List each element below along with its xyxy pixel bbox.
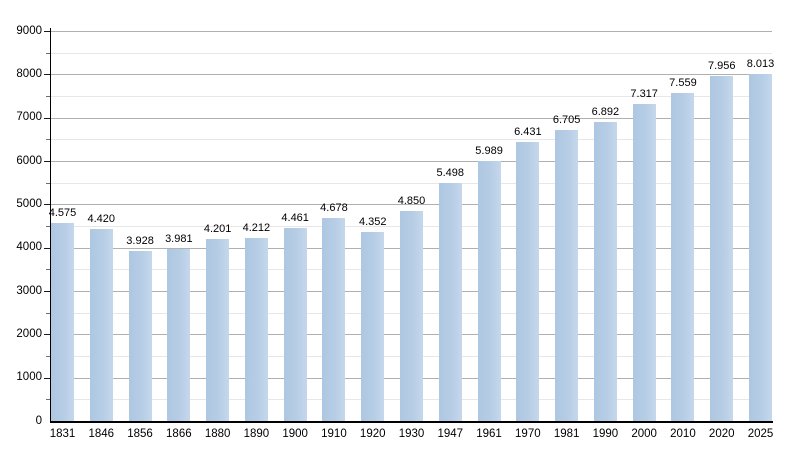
gridline-minor xyxy=(51,96,772,97)
x-tick-label: 1890 xyxy=(243,428,270,440)
y-axis-minor-tick xyxy=(46,139,50,141)
gridline-major xyxy=(51,31,772,32)
bar xyxy=(51,222,74,421)
bar xyxy=(361,232,385,421)
bar-value-label: 4.420 xyxy=(87,213,116,226)
x-tick-label: 1910 xyxy=(321,428,347,440)
y-tick-label: 0 xyxy=(35,414,42,427)
x-tick-label: 1880 xyxy=(204,428,231,440)
y-tick-label: 1000 xyxy=(16,371,42,384)
bar-value-label: 4.461 xyxy=(281,211,309,224)
y-tick-label: 3000 xyxy=(16,284,42,297)
bar-value-label: 4.201 xyxy=(203,222,232,235)
bar-value-label: 7.956 xyxy=(707,60,736,73)
y-axis-minor-tick xyxy=(46,356,50,357)
bar xyxy=(632,103,656,421)
bar-value-label: 4.352 xyxy=(358,216,387,229)
y-axis-minor-tick xyxy=(46,182,50,184)
x-tick-label: 1846 xyxy=(88,428,115,440)
bar-value-label: 4.850 xyxy=(397,194,426,207)
x-tick-label: 2020 xyxy=(708,428,735,440)
x-tick-label: 2000 xyxy=(631,428,657,440)
bar-value-label: 7.559 xyxy=(669,77,697,90)
y-axis-minor-tick xyxy=(46,96,50,97)
bar xyxy=(477,161,501,421)
y-axis-major-tick xyxy=(44,247,50,249)
bar-value-label: 4.212 xyxy=(242,222,271,235)
y-tick-label: 6000 xyxy=(16,154,42,167)
y-tick-label: 5000 xyxy=(16,197,42,210)
y-axis-minor-tick xyxy=(46,399,50,401)
x-tick-label: 1900 xyxy=(282,428,308,440)
bar xyxy=(671,93,695,421)
y-axis-major-tick xyxy=(44,334,50,336)
x-tick-label: 2010 xyxy=(670,428,696,440)
gridline-major xyxy=(51,117,772,119)
y-axis-major-tick xyxy=(44,377,50,379)
bar-value-label: 3.981 xyxy=(165,232,193,245)
x-tick-label: 1947 xyxy=(437,428,464,440)
y-axis-major-tick xyxy=(44,204,50,206)
x-tick-label: 1866 xyxy=(166,428,192,440)
y-axis-major-tick xyxy=(44,31,50,32)
bar xyxy=(283,227,307,421)
bar xyxy=(167,248,191,421)
gridline-major xyxy=(51,161,772,162)
bar-value-label: 6.705 xyxy=(552,114,581,127)
bar xyxy=(206,238,230,421)
bar-value-label: 4.575 xyxy=(48,206,77,219)
y-axis-minor-tick xyxy=(46,312,50,314)
bar-value-label: 6.431 xyxy=(514,126,542,139)
bar xyxy=(400,210,423,421)
x-tick-label: 1930 xyxy=(398,428,425,440)
x-tick-label: 1831 xyxy=(49,428,76,440)
y-tick-label: 7000 xyxy=(16,111,42,124)
gridline-major xyxy=(51,74,772,76)
y-tick-label: 9000 xyxy=(16,24,42,37)
bar xyxy=(438,182,462,421)
bar xyxy=(749,73,772,421)
bar-value-label: 6.892 xyxy=(591,106,620,119)
x-axis-line xyxy=(49,421,773,423)
y-axis-line xyxy=(49,28,51,423)
bar xyxy=(710,76,734,421)
bar-value-label: 5.498 xyxy=(436,166,465,179)
plot-area: 0 1000 2000 3000 4000 5000 6000 7000 8000 9000 4.5… xyxy=(16,25,774,441)
y-axis-major-tick xyxy=(44,74,50,76)
bar xyxy=(516,142,540,421)
bar-value-label: 3.928 xyxy=(126,234,154,247)
bar xyxy=(555,130,579,421)
y-axis-minor-tick xyxy=(46,52,50,54)
gridline-major xyxy=(51,204,772,206)
x-tick-label: 1961 xyxy=(476,428,502,440)
y-axis-minor-tick xyxy=(46,269,50,271)
bar xyxy=(593,122,617,421)
gridline-minor xyxy=(51,52,772,54)
bar xyxy=(322,218,346,421)
bar-value-label: 8.013 xyxy=(746,57,775,70)
y-axis-minor-tick xyxy=(46,226,50,227)
y-axis-major-tick xyxy=(44,161,50,162)
x-tick-label: 2025 xyxy=(747,428,774,440)
y-tick-label: 4000 xyxy=(16,241,42,254)
y-tick-label: 2000 xyxy=(16,327,42,340)
x-tick-label: 1920 xyxy=(359,428,386,440)
bar xyxy=(128,250,152,421)
bar xyxy=(244,238,268,421)
bar-value-label: 5.989 xyxy=(475,145,503,158)
y-axis-major-tick xyxy=(44,117,50,119)
bar xyxy=(89,229,113,421)
bar-value-label: 7.317 xyxy=(630,87,658,100)
x-tick-label: 1970 xyxy=(515,428,541,440)
bar-value-label: 4.678 xyxy=(320,202,348,215)
gridline-minor xyxy=(51,182,772,184)
x-tick-label: 1981 xyxy=(553,428,580,440)
x-tick-label: 1856 xyxy=(127,428,153,440)
y-tick-label: 8000 xyxy=(16,67,42,80)
y-axis-major-tick xyxy=(44,291,50,292)
x-tick-label: 1990 xyxy=(592,428,619,440)
gridline-minor xyxy=(51,139,772,141)
